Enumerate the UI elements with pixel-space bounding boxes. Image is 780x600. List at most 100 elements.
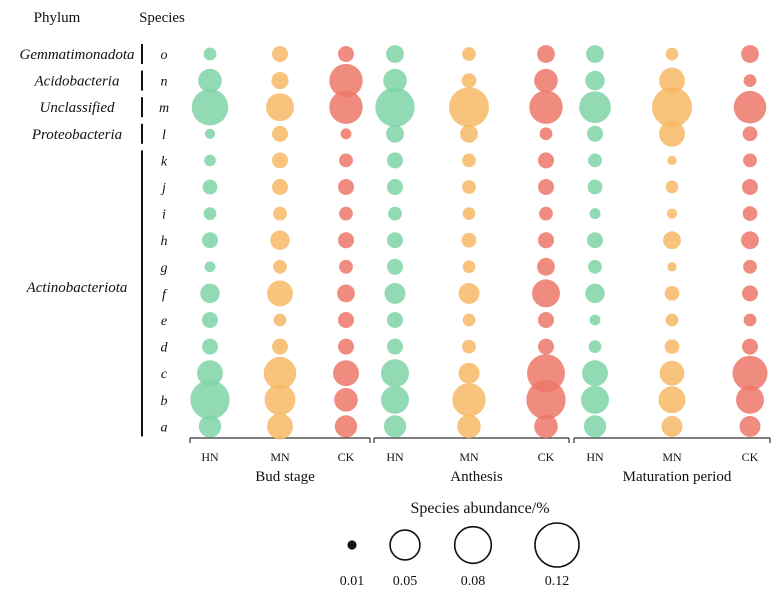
bubble-maturation-period-CK-b	[736, 385, 764, 414]
bubble-anthesis-CK-m	[529, 90, 563, 124]
bubble-anthesis-HN-e	[387, 312, 403, 328]
bubble-maturation-period-CK-k	[743, 153, 757, 168]
bubble-anthesis-MN-d	[462, 339, 476, 354]
bubble-bud-stage-HN-e	[202, 312, 218, 328]
bubble-bud-stage-MN-h	[270, 230, 290, 250]
bubble-maturation-period-CK-m	[733, 90, 767, 124]
species-label-a: a	[161, 420, 168, 435]
bubble-bud-stage-MN-b	[264, 384, 296, 416]
bubble-bud-stage-CK-j	[338, 179, 354, 195]
species-label-k: k	[161, 154, 168, 169]
species-label-n: n	[161, 75, 168, 90]
bubble-anthesis-CK-j	[538, 179, 554, 195]
legend-circle-2	[453, 525, 493, 565]
bubble-anthesis-HN-i	[388, 206, 402, 221]
phylum-label-0: Gemmatimonadota	[20, 47, 135, 63]
bubble-maturation-period-HN-e	[589, 314, 601, 326]
bubble-maturation-period-CK-o	[741, 45, 759, 63]
bubble-bud-stage-HN-m	[191, 88, 229, 126]
species-label-m: m	[159, 101, 169, 116]
bubble-bud-stage-HN-a	[198, 415, 222, 438]
bubble-anthesis-HN-k	[387, 152, 403, 169]
bubble-maturation-period-MN-h	[663, 231, 681, 250]
bubble-anthesis-HN-g	[387, 258, 403, 275]
bubble-anthesis-HN-d	[387, 338, 403, 355]
bubble-maturation-period-CK-i	[742, 206, 758, 221]
bubble-maturation-period-HN-j	[587, 179, 603, 195]
bubble-bud-stage-CK-k	[339, 153, 353, 168]
bubble-anthesis-CK-h	[538, 232, 554, 249]
bubble-bud-stage-HN-k	[204, 154, 216, 167]
bubble-maturation-period-MN-c	[659, 360, 685, 386]
bubble-bud-stage-HN-o	[203, 47, 217, 61]
species-label-f: f	[162, 287, 168, 302]
bubble-bud-stage-HN-h	[202, 232, 218, 249]
bubble-maturation-period-HN-n	[585, 70, 605, 91]
size-legend: Species abundance/% 0.01 0.05 0.08 0.12	[340, 500, 580, 589]
bubble-bud-stage-MN-g	[273, 259, 287, 274]
bubble-maturation-period-HN-o	[586, 45, 604, 63]
species-label-o: o	[161, 48, 168, 63]
bubble-bud-stage-HN-g	[204, 261, 216, 273]
bubble-maturation-period-HN-k	[588, 153, 602, 168]
bubble-bud-stage-CK-b	[334, 388, 358, 412]
bubble-anthesis-HN-j	[387, 179, 403, 195]
bubble-bud-stage-CK-l	[340, 128, 352, 140]
bubble-maturation-period-MN-a	[661, 415, 683, 437]
bubble-bud-stage-HN-j	[202, 179, 218, 195]
bubble-maturation-period-CK-c	[732, 355, 768, 391]
bubble-bud-stage-MN-l	[272, 125, 288, 142]
bubble-maturation-period-CK-l	[742, 126, 758, 142]
bubble-anthesis-MN-f	[458, 282, 480, 304]
bubble-anthesis-HN-n	[383, 68, 407, 93]
bubble-bud-stage-CK-d	[338, 338, 354, 355]
species-label-h: h	[161, 234, 168, 249]
bubble-anthesis-MN-j	[462, 180, 476, 194]
phylum-label-2: Unclassified	[40, 100, 115, 116]
bubble-anthesis-MN-g	[462, 260, 476, 274]
legend-value-1: 0.05	[393, 574, 418, 589]
bubble-maturation-period-HN-i	[589, 208, 601, 220]
bubble-bud-stage-MN-e	[273, 313, 287, 327]
bubble-bud-stage-MN-m	[266, 93, 294, 122]
bubble-maturation-period-MN-f	[664, 286, 680, 301]
legend-circle-1	[389, 529, 421, 561]
bubble-bud-stage-MN-c	[263, 356, 297, 390]
species-label-i: i	[162, 208, 166, 223]
bubble-maturation-period-MN-m	[652, 87, 692, 128]
bubble-maturation-period-CK-h	[741, 231, 759, 250]
group-tick-0-HN: HN	[201, 450, 219, 464]
bubble-bud-stage-HN-i	[203, 207, 217, 220]
bubble-anthesis-MN-n	[461, 73, 477, 88]
bubble-anthesis-MN-h	[461, 232, 477, 248]
bubble-maturation-period-HN-d	[588, 340, 602, 353]
bubble-anthesis-MN-m	[449, 87, 489, 128]
stage-label-2: Maturation period	[623, 469, 732, 485]
bubble-anthesis-HN-l	[386, 124, 404, 143]
phylum-header: Phylum	[34, 10, 81, 26]
bubble-bud-stage-CK-f	[337, 284, 355, 303]
bubble-maturation-period-MN-n	[659, 67, 685, 94]
bubble-maturation-period-HN-l	[587, 125, 603, 142]
bubble-bud-stage-HN-l	[204, 128, 216, 139]
bubble-anthesis-MN-e	[462, 313, 476, 327]
bubble-bud-stage-HN-d	[202, 338, 218, 355]
group-tick-0-CK: CK	[338, 450, 355, 464]
bubble-anthesis-CK-i	[539, 206, 553, 221]
bubble-anthesis-MN-k	[462, 153, 476, 168]
bubble-bud-stage-CK-c	[333, 360, 359, 387]
bubble-maturation-period-MN-o	[665, 47, 679, 61]
bubble-anthesis-CK-g	[537, 257, 555, 276]
group-tick-1-HN: HN	[386, 450, 404, 464]
stage-axes: HN MN CK Bud stage HN MN CK Anthesis HN MN CK Matur…	[189, 437, 771, 485]
bubble-bud-stage-CK-e	[338, 312, 354, 328]
bubble-anthesis-HN-f	[384, 282, 406, 304]
bubble-bud-stage-MN-j	[272, 179, 288, 195]
group-tick-2-CK: CK	[742, 450, 759, 464]
bubble-maturation-period-MN-j	[665, 180, 679, 194]
bubble-anthesis-CK-o	[537, 45, 555, 63]
bubble-anthesis-MN-l	[460, 124, 478, 143]
species-label-e: e	[161, 314, 167, 329]
